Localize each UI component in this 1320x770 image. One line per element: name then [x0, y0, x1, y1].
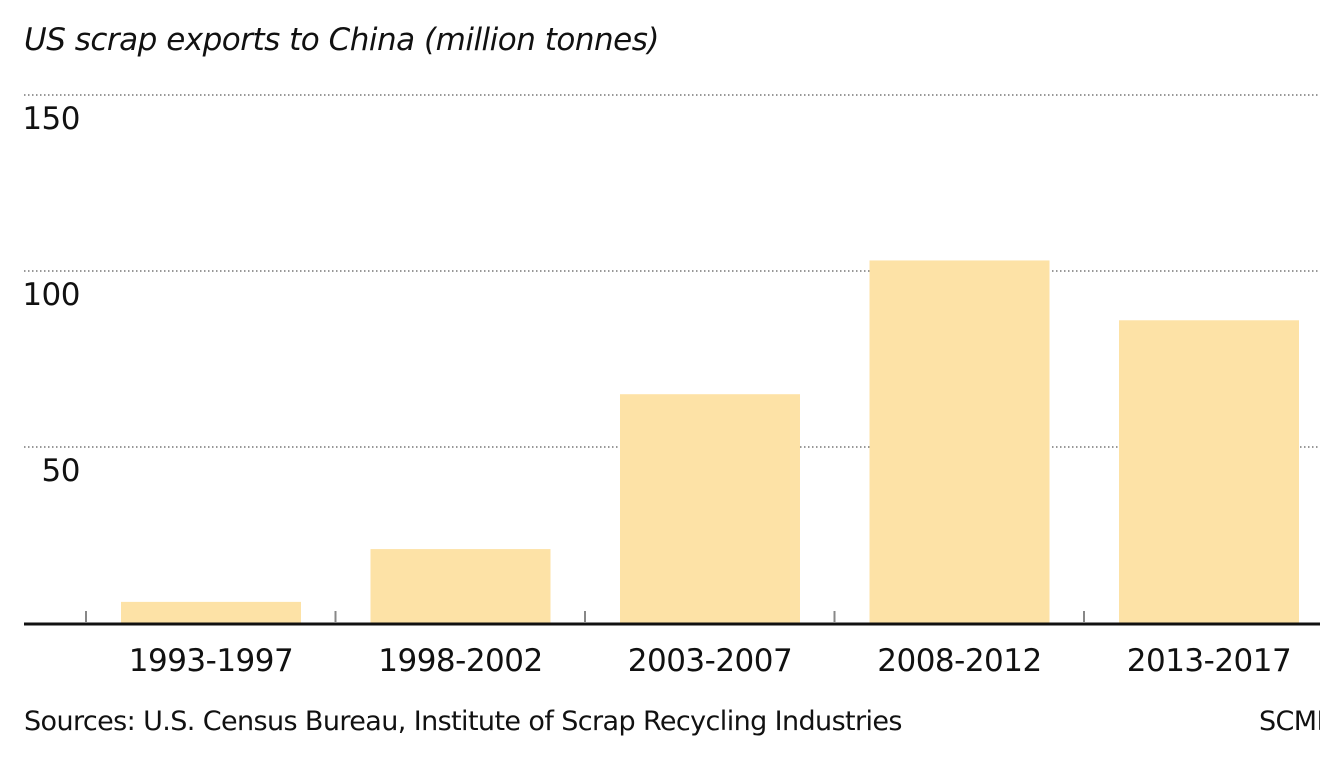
- bar-1998-2002: [370, 549, 551, 623]
- bar-2003-2007: [620, 394, 800, 623]
- y-tick-label-150: 150: [22, 101, 80, 137]
- publisher-credit: SCMP: [1259, 706, 1320, 737]
- x-tick-label-1993-1997: 1993-1997: [129, 643, 293, 679]
- x-tick-label-2008-2012: 2008-2012: [877, 643, 1041, 679]
- y-tick-label-100: 100: [22, 277, 80, 313]
- bar-2013-2017: [1119, 320, 1299, 623]
- y-axis-ticks: 50 100 150: [22, 101, 80, 489]
- bar-2008-2012: [869, 260, 1050, 623]
- bar-1993-1997: [121, 601, 301, 623]
- bar-chart: 50 100 150 1993-1997 1998-2002 2003-2007 2008…: [22, 94, 1320, 679]
- chart-title: US scrap exports to China (million tonne…: [24, 22, 659, 58]
- x-tick-label-2003-2007: 2003-2007: [628, 643, 792, 679]
- x-tick-label-2013-2017: 2013-2017: [1127, 643, 1291, 679]
- x-axis: [24, 611, 1320, 626]
- bars: [121, 260, 1299, 623]
- y-tick-label-50: 50: [42, 453, 80, 489]
- x-tick-label-1998-2002: 1998-2002: [378, 643, 542, 679]
- x-axis-ticks: 1993-1997 1998-2002 2003-2007 2008-2012 2013…: [129, 643, 1292, 679]
- source-note: Sources: U.S. Census Bureau, Institute o…: [24, 706, 903, 737]
